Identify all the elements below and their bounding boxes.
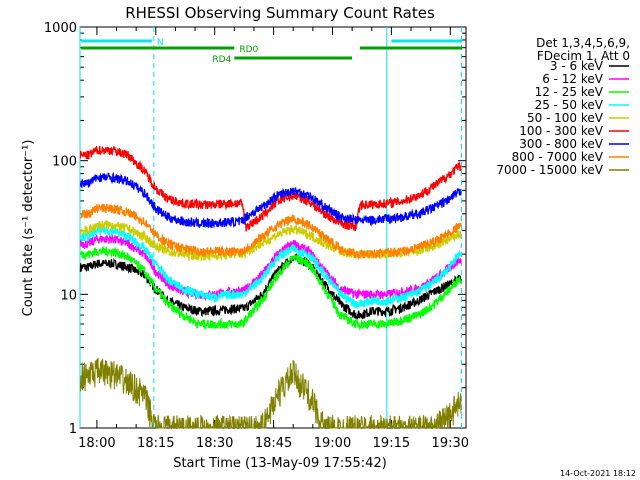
date-stamp: 14-Oct-2021 18:12 bbox=[560, 469, 636, 478]
legend-entry-label: 12 - 25 keV bbox=[535, 85, 604, 99]
legend-header-line: Det 1,3,4,5,6,9, bbox=[536, 36, 630, 50]
x-tick-label: 19:00 bbox=[314, 436, 351, 451]
y-tick-label: 1000 bbox=[44, 21, 77, 36]
legend-entry-label: 3 - 6 keV bbox=[550, 59, 604, 73]
x-axis-label: Start Time (13-May-09 17:55:42) bbox=[173, 456, 387, 471]
legend-entry-label: 100 - 300 keV bbox=[519, 124, 603, 138]
x-tick-label: 18:45 bbox=[255, 436, 292, 451]
flag-label-rd4: RD4 bbox=[212, 55, 231, 65]
y-tick-label: 100 bbox=[52, 155, 77, 170]
series-25-50-kev bbox=[79, 224, 462, 310]
series-300-800-kev bbox=[79, 171, 462, 229]
series-line bbox=[79, 171, 462, 229]
legend-header-line: FDecim 1, Att 0 bbox=[537, 49, 630, 63]
y-tick-label: 10 bbox=[60, 288, 77, 303]
series-12-25-kev bbox=[79, 245, 462, 331]
x-tick-label: 18:30 bbox=[196, 436, 233, 451]
series-7000-15000-kev bbox=[79, 357, 462, 430]
y-axis-label: Count Rate (s⁻¹ detector⁻¹) bbox=[21, 140, 36, 317]
x-tick-label: 18:00 bbox=[78, 436, 115, 451]
series-line bbox=[79, 357, 462, 430]
series-line bbox=[79, 145, 462, 232]
flag-label-rd0: RD0 bbox=[239, 45, 258, 55]
legend: Det 1,3,4,5,6,9,FDecim 1, Att 03 - 6 keV… bbox=[496, 36, 630, 177]
legend-entry-label: 7000 - 15000 keV bbox=[496, 163, 603, 177]
series-line bbox=[80, 202, 462, 261]
x-tick-label: 19:30 bbox=[432, 436, 469, 451]
flag-label-n: N bbox=[157, 38, 164, 48]
series-100-300-kev bbox=[79, 145, 462, 232]
series-line bbox=[79, 245, 462, 331]
legend-entry-label: 800 - 7000 keV bbox=[512, 150, 604, 164]
series-line bbox=[79, 224, 462, 310]
legend-entry-label: 50 - 100 keV bbox=[527, 111, 604, 125]
x-tick-label: 18:15 bbox=[137, 436, 174, 451]
chart-title: RHESSI Observing Summary Count Rates bbox=[125, 4, 435, 22]
x-tick-label: 19:15 bbox=[373, 436, 410, 451]
legend-entry-label: 6 - 12 keV bbox=[542, 72, 604, 86]
legend-entry-label: 25 - 50 keV bbox=[535, 98, 604, 112]
plot-area: 1 10 100 1000 18:00 18:15 18:30 18:45 19:00 19:15… bbox=[44, 21, 469, 451]
series-800-7000-kev bbox=[80, 202, 462, 261]
y-tick-label: 1 bbox=[69, 422, 77, 437]
legend-entry-label: 300 - 800 keV bbox=[519, 137, 603, 151]
